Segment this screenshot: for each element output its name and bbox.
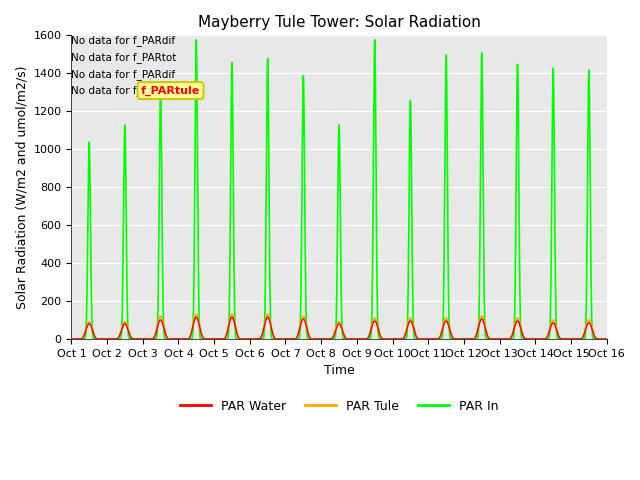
Text: No data for f_PARtot: No data for f_PARtot (72, 52, 177, 63)
Text: No data for f_PARdif: No data for f_PARdif (72, 69, 175, 80)
X-axis label: Time: Time (324, 364, 355, 377)
Text: No data for f_PARtot: No data for f_PARtot (72, 85, 177, 96)
Legend: PAR Water, PAR Tule, PAR In: PAR Water, PAR Tule, PAR In (175, 395, 504, 418)
Title: Mayberry Tule Tower: Solar Radiation: Mayberry Tule Tower: Solar Radiation (198, 15, 481, 30)
Text: No data for f_PARdif: No data for f_PARdif (72, 36, 175, 46)
Y-axis label: Solar Radiation (W/m2 and umol/m2/s): Solar Radiation (W/m2 and umol/m2/s) (15, 65, 28, 309)
Text: f_PARtule: f_PARtule (141, 85, 200, 96)
